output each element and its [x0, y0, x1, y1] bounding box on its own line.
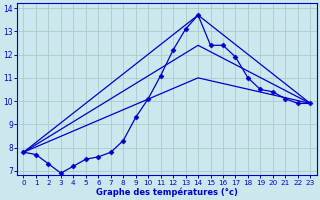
X-axis label: Graphe des températures (°c): Graphe des températures (°c) [96, 187, 238, 197]
